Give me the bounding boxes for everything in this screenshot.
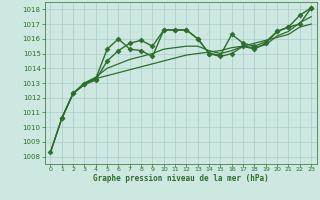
X-axis label: Graphe pression niveau de la mer (hPa): Graphe pression niveau de la mer (hPa) <box>93 174 269 183</box>
